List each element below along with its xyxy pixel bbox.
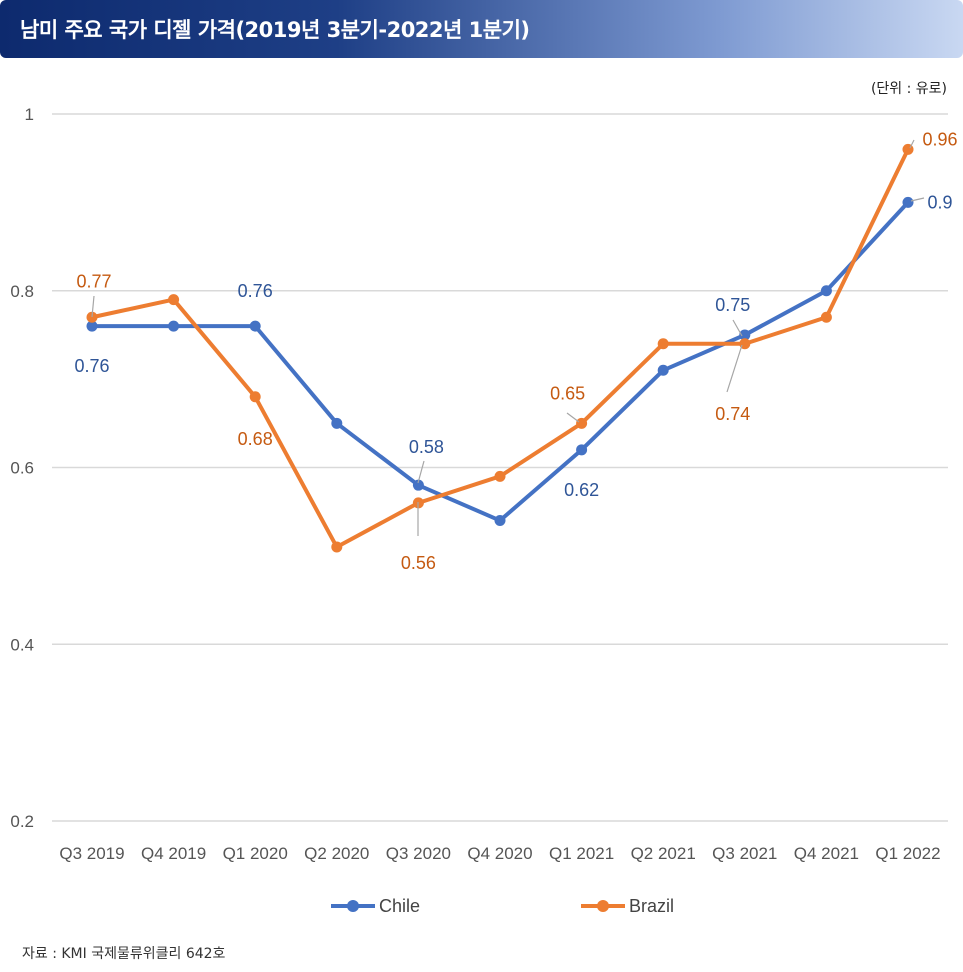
data-label-brazil: 0.74 — [715, 404, 750, 424]
data-label-brazil: 0.77 — [76, 271, 111, 291]
leader-line — [566, 412, 580, 423]
point-brazil — [331, 541, 343, 553]
y-tick-label: 1 — [25, 105, 34, 124]
point-brazil — [494, 470, 506, 482]
data-label-chile: 0.76 — [238, 281, 273, 301]
y-tick-label: 0.6 — [10, 459, 34, 478]
source-note: 자료 : KMI 국제물류위클리 642호 — [22, 946, 226, 962]
point-brazil — [820, 311, 832, 323]
x-tick-label: Q1 2022 — [875, 844, 940, 863]
x-tick-label: Q4 2019 — [141, 844, 206, 863]
data-label-chile: 0.62 — [564, 480, 599, 500]
y-axis-labels: 1 0.8 0.6 0.4 0.2 — [10, 105, 34, 831]
point-brazil — [168, 294, 180, 306]
y-tick-label: 0.2 — [10, 812, 34, 831]
point-brazil — [657, 338, 669, 350]
point-chile — [494, 515, 506, 527]
point-brazil — [249, 391, 261, 403]
legend-label-brazil: Brazil — [629, 896, 674, 916]
legend-marker-chile — [347, 900, 359, 912]
leader-line — [726, 344, 743, 393]
leader-line — [417, 460, 425, 484]
x-tick-label: Q2 2020 — [304, 844, 369, 863]
x-tick-label: Q4 2021 — [794, 844, 859, 863]
data-label-chile: 0.9 — [927, 192, 952, 212]
point-chile — [820, 285, 832, 297]
point-chile — [86, 320, 98, 332]
point-chile — [739, 329, 751, 341]
y-tick-label: 0.8 — [10, 282, 34, 301]
legend-label-chile: Chile — [379, 896, 420, 916]
point-chile — [168, 320, 180, 332]
data-label-chile: 0.75 — [715, 295, 750, 315]
point-chile — [412, 479, 424, 491]
point-chile — [576, 444, 588, 456]
leader-line — [732, 319, 743, 337]
x-axis-labels: Q3 2019 Q4 2019 Q1 2020 Q2 2020 Q3 2020 Q4 20… — [59, 844, 940, 863]
data-label-brazil: 0.56 — [401, 553, 436, 573]
grid-lines — [52, 113, 948, 822]
leader-line — [91, 295, 95, 318]
point-chile — [249, 320, 261, 332]
data-label-chile: 0.76 — [74, 356, 109, 376]
x-tick-label: Q1 2021 — [549, 844, 614, 863]
legend: Chile Brazil — [331, 896, 674, 916]
series-group — [86, 143, 914, 553]
leader-line — [910, 197, 925, 202]
x-tick-label: Q1 2020 — [223, 844, 288, 863]
title-bar: 남미 주요 국가 디젤 가격(2019년 3분기-2022년 1분기) — [0, 0, 963, 58]
point-chile — [331, 417, 343, 429]
chart-title: 남미 주요 국가 디젤 가격(2019년 3분기-2022년 1분기) — [20, 18, 530, 42]
legend-marker-brazil — [597, 900, 609, 912]
point-brazil — [576, 417, 588, 429]
x-tick-label: Q3 2021 — [712, 844, 777, 863]
data-label-brazil: 0.68 — [238, 429, 273, 449]
x-tick-label: Q3 2019 — [59, 844, 124, 863]
data-label-chile: 0.58 — [409, 437, 444, 457]
x-tick-label: Q2 2021 — [631, 844, 696, 863]
series-line-brazil — [90, 147, 910, 550]
data-label-brazil: 0.65 — [550, 383, 585, 403]
leader-line — [909, 139, 915, 149]
data-label-brazil: 0.96 — [922, 129, 957, 149]
line-chart: 1 0.8 0.6 0.4 0.2 Q3 2019 Q4 2019 Q1 2020 Q2 20… — [10, 105, 957, 916]
x-tick-label: Q4 2020 — [467, 844, 532, 863]
point-brazil — [86, 311, 98, 323]
y-tick-label: 0.4 — [10, 635, 34, 654]
point-chile — [902, 196, 914, 208]
data-labels: 0.76 0.76 0.58 0.62 0.75 0.9 0.77 0.68 0.56 0.65 0… — [74, 129, 957, 572]
label-leaders — [91, 139, 925, 536]
point-chile — [657, 364, 669, 376]
unit-label: (단위 : 유로) — [870, 81, 947, 97]
x-tick-label: Q3 2020 — [386, 844, 451, 863]
